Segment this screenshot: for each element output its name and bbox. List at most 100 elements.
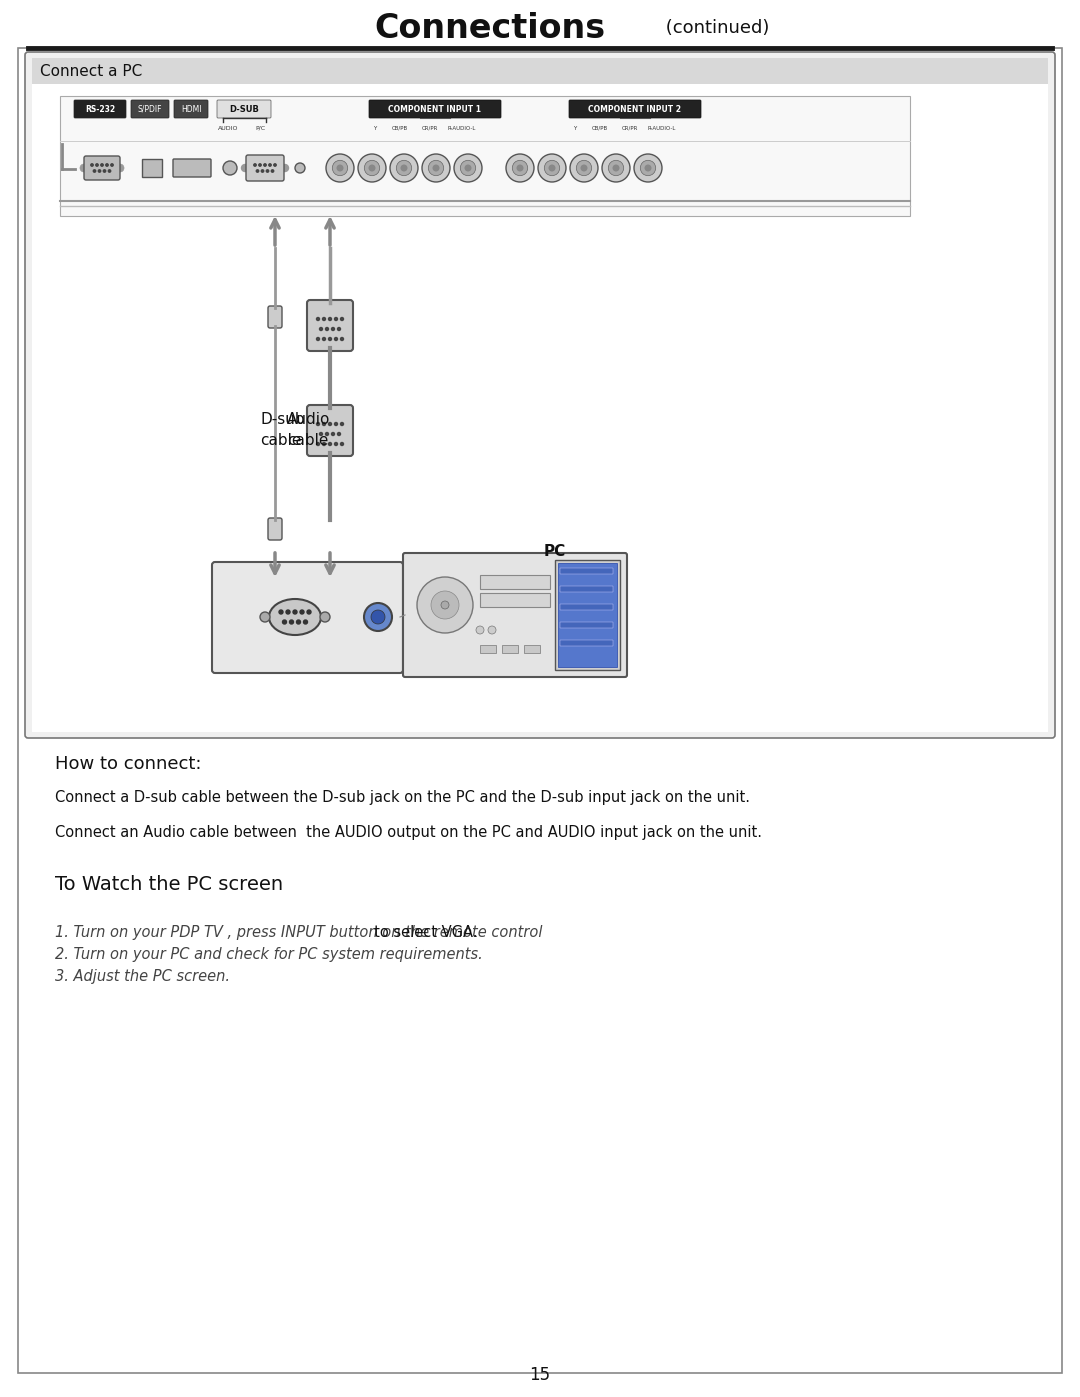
Circle shape: [433, 165, 438, 170]
Text: PC: PC: [544, 545, 566, 560]
FancyBboxPatch shape: [173, 159, 211, 177]
Bar: [561, 640, 613, 645]
Circle shape: [316, 443, 320, 446]
Circle shape: [602, 154, 630, 182]
Circle shape: [116, 163, 124, 172]
Text: COMPONENT INPUT 1: COMPONENT INPUT 1: [389, 105, 482, 113]
Bar: [480, 592, 550, 608]
Circle shape: [242, 165, 248, 172]
Circle shape: [260, 612, 270, 622]
Circle shape: [454, 154, 482, 182]
Circle shape: [608, 161, 624, 176]
Text: CR/PR: CR/PR: [422, 126, 438, 130]
FancyBboxPatch shape: [268, 306, 282, 328]
Circle shape: [577, 161, 592, 176]
Circle shape: [335, 443, 337, 446]
Text: 15: 15: [529, 1366, 551, 1384]
Circle shape: [293, 610, 297, 615]
Circle shape: [286, 610, 291, 615]
Ellipse shape: [269, 599, 321, 636]
Circle shape: [512, 161, 528, 176]
Text: CR/PR: CR/PR: [622, 126, 638, 130]
Circle shape: [372, 610, 384, 624]
Text: (continued): (continued): [660, 20, 769, 36]
Circle shape: [282, 165, 288, 172]
Bar: [60, 96, 910, 217]
Text: RS-232: RS-232: [85, 105, 116, 113]
FancyBboxPatch shape: [268, 518, 282, 541]
Circle shape: [326, 154, 354, 182]
Circle shape: [91, 163, 93, 166]
Circle shape: [328, 338, 332, 341]
Circle shape: [300, 610, 303, 615]
Text: R-AUDIO-L: R-AUDIO-L: [648, 126, 676, 130]
FancyBboxPatch shape: [307, 300, 353, 351]
Circle shape: [307, 610, 311, 615]
Circle shape: [98, 170, 100, 172]
Bar: [561, 622, 613, 629]
Circle shape: [517, 165, 523, 170]
Circle shape: [93, 170, 96, 172]
Circle shape: [222, 161, 237, 175]
Circle shape: [106, 163, 108, 166]
Circle shape: [279, 610, 283, 615]
Circle shape: [274, 163, 276, 166]
Circle shape: [465, 165, 471, 170]
Circle shape: [261, 170, 264, 172]
Circle shape: [422, 154, 450, 182]
Circle shape: [267, 170, 269, 172]
Circle shape: [316, 317, 320, 320]
Circle shape: [396, 161, 411, 176]
Circle shape: [476, 626, 484, 634]
Text: CB/PB: CB/PB: [592, 126, 608, 130]
Circle shape: [364, 161, 380, 176]
Circle shape: [581, 165, 586, 170]
Circle shape: [634, 154, 662, 182]
Bar: [558, 563, 617, 666]
Circle shape: [431, 591, 459, 619]
Text: HDMI: HDMI: [180, 105, 201, 113]
FancyBboxPatch shape: [569, 101, 701, 117]
Circle shape: [429, 161, 444, 176]
Circle shape: [332, 433, 335, 436]
Circle shape: [364, 604, 392, 631]
FancyBboxPatch shape: [25, 52, 1055, 738]
Bar: [32, 59, 1048, 84]
FancyBboxPatch shape: [131, 101, 168, 117]
Circle shape: [335, 422, 337, 426]
Text: D-SUB: D-SUB: [229, 105, 259, 113]
Text: How to connect:: How to connect:: [55, 754, 202, 773]
Circle shape: [96, 163, 98, 166]
FancyBboxPatch shape: [174, 101, 208, 117]
Circle shape: [645, 165, 651, 170]
Circle shape: [320, 612, 330, 622]
Text: CB/PB: CB/PB: [392, 126, 408, 130]
Text: COMPONENT INPUT 2: COMPONENT INPUT 2: [589, 105, 681, 113]
FancyBboxPatch shape: [75, 101, 126, 117]
Circle shape: [613, 165, 619, 170]
Circle shape: [340, 338, 343, 341]
Circle shape: [323, 338, 325, 341]
Bar: [561, 569, 613, 574]
Circle shape: [340, 317, 343, 320]
Circle shape: [104, 170, 106, 172]
Circle shape: [340, 422, 343, 426]
Text: AUDIO: AUDIO: [218, 126, 239, 130]
Circle shape: [335, 317, 337, 320]
Circle shape: [544, 161, 559, 176]
Circle shape: [325, 327, 328, 331]
Bar: [141, 159, 162, 177]
Text: Connect a D-sub cable between the D-sub jack on the PC and the D-sub input jack : Connect a D-sub cable between the D-sub …: [55, 789, 750, 805]
Circle shape: [538, 154, 566, 182]
FancyBboxPatch shape: [217, 101, 271, 117]
Circle shape: [337, 433, 340, 436]
FancyBboxPatch shape: [212, 562, 403, 673]
Text: Connect a PC: Connect a PC: [40, 63, 143, 78]
Text: D-sub
cable: D-sub cable: [260, 412, 305, 448]
Circle shape: [264, 163, 266, 166]
Text: R-AUDIO-L: R-AUDIO-L: [448, 126, 476, 130]
Bar: [555, 560, 620, 671]
Circle shape: [297, 620, 300, 624]
Circle shape: [295, 163, 305, 173]
Circle shape: [325, 433, 328, 436]
